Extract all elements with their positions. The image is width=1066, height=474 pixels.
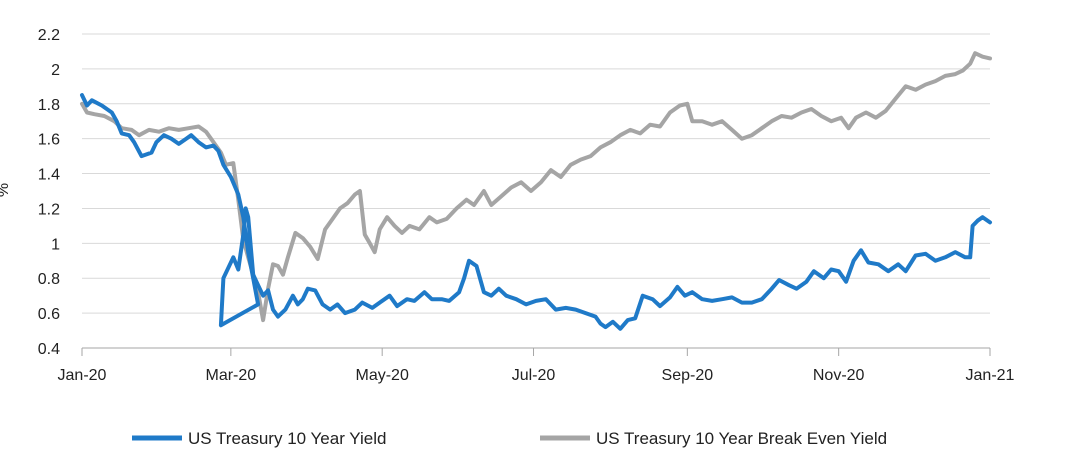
y-tick-label: 1.2 [38,201,60,218]
series-lines [80,51,992,331]
legend-label-series-2: US Treasury 10 Year Break Even Yield [596,429,887,448]
x-tick-label: Jan-21 [966,367,1015,384]
x-tick-label: May-20 [356,367,409,384]
series-line-1 [80,93,992,331]
legend: US Treasury 10 Year Yield US Treasury 10… [132,429,887,448]
y-tick-label: 2 [51,62,60,79]
y-tick-label: 1.4 [38,167,60,184]
legend-label-series-1: US Treasury 10 Year Yield [188,429,386,448]
y-axis-ticks: 0.4 0.6 0.8 1 1.2 1.4 1.6 1.8 2 2.2 [38,27,60,358]
y-tick-label: 2.2 [38,27,60,44]
series-line-2 [80,51,992,323]
x-tick-label: Nov-20 [813,367,865,384]
x-tick-label: Sep-20 [662,367,714,384]
y-tick-label: 0.4 [38,341,60,358]
y-tick-label: 1.6 [38,132,60,149]
y-tick-label: 1.8 [38,97,60,114]
y-tick-label: 0.8 [38,271,60,288]
x-axis: Jan-20 Mar-20 May-20 Jul-20 Sep-20 Nov-20 Jan-… [58,347,1015,384]
x-tick-label: Jul-20 [512,367,556,384]
x-tick-label: Mar-20 [206,367,257,384]
y-tick-label: 1 [51,236,60,253]
y-axis-label: % [0,183,12,197]
x-tick-label: Jan-20 [58,367,107,384]
y-tick-label: 0.6 [38,306,60,323]
